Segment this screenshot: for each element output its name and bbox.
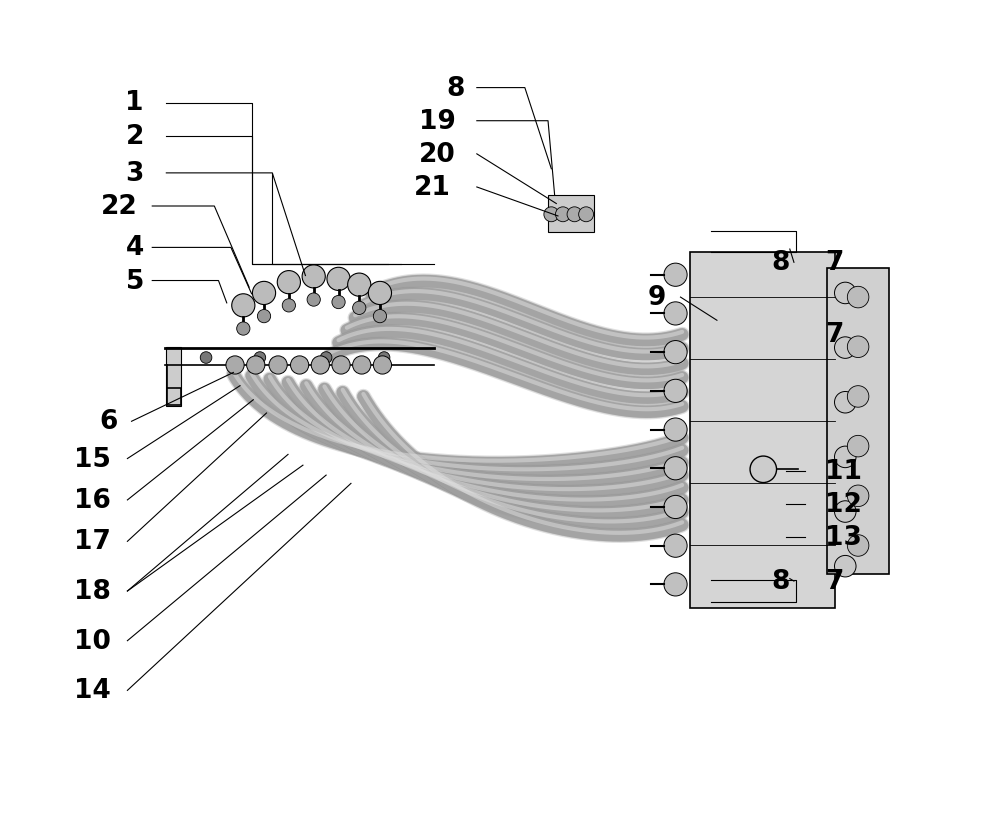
Circle shape <box>835 447 856 468</box>
Circle shape <box>320 352 332 364</box>
Text: 21: 21 <box>413 174 450 201</box>
Text: 9: 9 <box>647 284 666 311</box>
Circle shape <box>664 573 687 596</box>
Bar <box>166 347 181 407</box>
Text: 3: 3 <box>126 160 144 187</box>
Circle shape <box>373 310 387 323</box>
Circle shape <box>847 287 869 308</box>
Circle shape <box>373 356 392 375</box>
Bar <box>690 252 835 608</box>
Text: 20: 20 <box>419 141 456 168</box>
Text: 14: 14 <box>74 677 111 704</box>
Circle shape <box>378 352 390 364</box>
Circle shape <box>254 352 266 364</box>
Circle shape <box>847 436 869 457</box>
Circle shape <box>750 457 777 483</box>
Circle shape <box>664 264 687 287</box>
Circle shape <box>664 418 687 442</box>
Text: 22: 22 <box>101 194 137 220</box>
Circle shape <box>847 386 869 408</box>
Text: 5: 5 <box>126 268 144 294</box>
Circle shape <box>555 208 570 222</box>
Circle shape <box>664 303 687 326</box>
Text: 16: 16 <box>74 487 111 514</box>
Circle shape <box>307 294 320 307</box>
Text: 15: 15 <box>74 446 111 472</box>
Circle shape <box>200 352 212 364</box>
Circle shape <box>282 299 295 313</box>
Circle shape <box>567 208 582 222</box>
Text: 2: 2 <box>126 123 144 150</box>
Text: 10: 10 <box>74 628 111 654</box>
Circle shape <box>847 337 869 358</box>
Circle shape <box>835 337 856 359</box>
Bar <box>548 196 594 233</box>
Circle shape <box>327 268 350 291</box>
Circle shape <box>332 356 350 375</box>
Text: 8: 8 <box>771 568 790 595</box>
Text: 8: 8 <box>446 75 464 102</box>
Text: 7: 7 <box>825 250 844 276</box>
Text: 18: 18 <box>74 578 111 605</box>
Text: 7: 7 <box>825 568 844 595</box>
Circle shape <box>544 208 559 222</box>
Text: 19: 19 <box>419 108 456 135</box>
Text: 6: 6 <box>99 409 117 435</box>
Circle shape <box>332 296 345 309</box>
Circle shape <box>847 485 869 507</box>
Circle shape <box>664 380 687 403</box>
Circle shape <box>291 356 309 375</box>
Circle shape <box>579 208 594 222</box>
Circle shape <box>237 323 250 336</box>
Circle shape <box>311 356 329 375</box>
Circle shape <box>835 556 856 577</box>
Circle shape <box>835 501 856 523</box>
Circle shape <box>348 274 371 297</box>
Circle shape <box>247 356 265 375</box>
Circle shape <box>664 495 687 519</box>
Circle shape <box>664 534 687 557</box>
Text: 1: 1 <box>125 90 144 117</box>
Circle shape <box>368 282 392 305</box>
Circle shape <box>269 356 287 375</box>
Circle shape <box>277 271 300 294</box>
Text: 11: 11 <box>825 458 862 485</box>
Text: 7: 7 <box>825 322 844 348</box>
Text: 12: 12 <box>825 491 862 518</box>
Circle shape <box>835 283 856 304</box>
Text: 4: 4 <box>126 235 144 261</box>
Bar <box>827 269 889 575</box>
Text: 13: 13 <box>825 524 862 551</box>
Circle shape <box>835 392 856 414</box>
Circle shape <box>302 265 325 289</box>
Circle shape <box>232 294 255 318</box>
Circle shape <box>257 310 271 323</box>
Circle shape <box>664 341 687 364</box>
Text: 8: 8 <box>771 250 790 276</box>
Circle shape <box>847 535 869 557</box>
Circle shape <box>226 356 244 375</box>
Circle shape <box>664 457 687 480</box>
Circle shape <box>252 282 276 305</box>
Text: 17: 17 <box>74 528 111 555</box>
Circle shape <box>353 356 371 375</box>
Circle shape <box>353 302 366 315</box>
